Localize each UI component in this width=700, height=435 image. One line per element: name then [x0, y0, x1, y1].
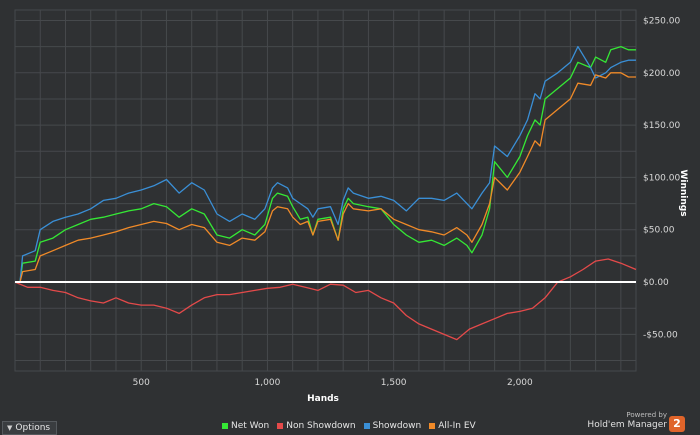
chart-series — [14, 45, 637, 341]
legend-label: Non Showdown — [286, 421, 356, 431]
x-tick-label: 2,000 — [507, 378, 533, 388]
y-tick-label: $200.00 — [643, 69, 680, 79]
legend-label: All-In EV — [438, 421, 476, 431]
legend-item-net-won[interactable]: Net Won — [222, 421, 269, 431]
x-tick-label: 1,000 — [255, 378, 281, 388]
brand-badge-icon: 2 — [669, 416, 685, 432]
legend-swatch-icon — [277, 423, 284, 429]
y-tick-label: $250.00 — [643, 16, 680, 26]
y-tick-label: $0.00 — [643, 278, 669, 288]
chart-grid — [14, 9, 637, 372]
legend-label: Net Won — [231, 421, 270, 431]
options-label: Options — [15, 422, 51, 433]
series-line-net-won — [15, 45, 636, 283]
x-tick-label: 500 — [133, 378, 150, 388]
y-axis-title: Winnings — [678, 169, 688, 216]
brand-name: Hold'em Manager — [587, 420, 667, 430]
x-axis-ticks: 500 1,000 1,500 2,000 — [133, 378, 533, 388]
series-line-all-in-ev — [15, 72, 636, 283]
powered-by-text: Powered by — [626, 411, 667, 419]
y-tick-label: $150.00 — [643, 121, 680, 131]
brand-logo: Powered by Hold'em Manager — [587, 411, 667, 431]
x-axis-title: Hands — [307, 394, 339, 404]
legend-swatch-icon — [429, 423, 436, 429]
legend-item-all-in-ev[interactable]: All-In EV — [429, 421, 476, 431]
y-tick-label: -$50.00 — [643, 330, 678, 340]
legend-swatch-icon — [222, 423, 228, 429]
y-tick-label: $50.00 — [643, 226, 675, 236]
legend-swatch-icon — [363, 423, 370, 429]
chart-legend: Net Won Non Showdown Showdown All-In EV — [222, 421, 476, 431]
caret-down-icon: ▼ — [7, 423, 13, 432]
series-line-non-showdown — [14, 258, 637, 341]
y-tick-label: $100.00 — [643, 173, 680, 183]
legend-label: Showdown — [372, 421, 422, 431]
y-axis-ticks: $250.00 $200.00 $150.00 $100.00 $50.00 $0.00 -… — [643, 16, 680, 340]
plot-frame — [14, 9, 637, 372]
series-line-showdown — [15, 45, 636, 283]
legend-item-non-showdown[interactable]: Non Showdown — [277, 421, 356, 431]
x-tick-label: 1,500 — [381, 378, 407, 388]
options-button[interactable]: ▼ Options — [2, 421, 58, 435]
legend-item-showdown[interactable]: Showdown — [363, 421, 422, 431]
